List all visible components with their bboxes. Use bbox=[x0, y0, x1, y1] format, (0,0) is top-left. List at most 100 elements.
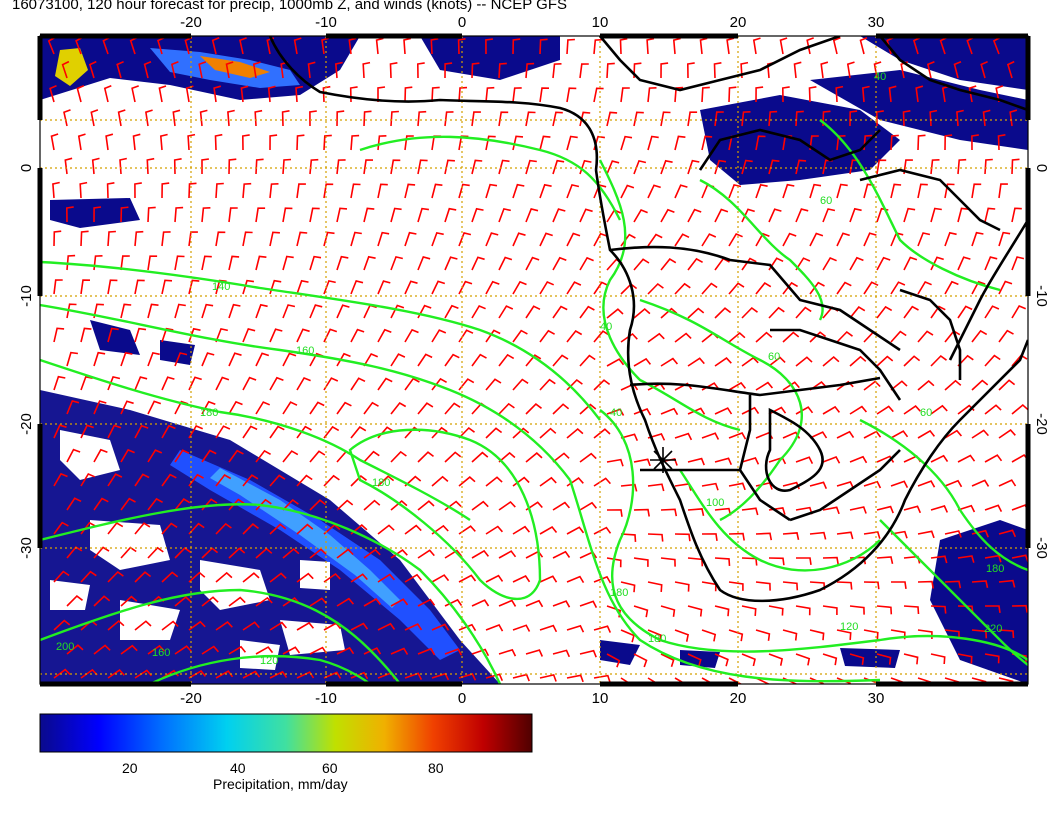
wind-barb bbox=[687, 257, 703, 271]
wind-barb bbox=[768, 605, 784, 616]
wind-barb bbox=[188, 571, 206, 583]
wind-barb bbox=[188, 522, 205, 535]
wind-barb bbox=[647, 677, 660, 684]
wind-barb bbox=[170, 61, 179, 79]
wind-barb bbox=[674, 382, 693, 391]
wind-barb bbox=[687, 111, 698, 127]
wind-barb bbox=[606, 160, 620, 175]
wind-barb bbox=[188, 473, 204, 487]
wind-barb bbox=[255, 547, 273, 559]
contour-east-1 bbox=[599, 409, 1028, 661]
wind-barb bbox=[66, 448, 81, 463]
wind-barb bbox=[782, 532, 800, 540]
wind-barb bbox=[215, 376, 230, 391]
precip-gulf bbox=[420, 36, 560, 80]
precip-west-small3 bbox=[160, 340, 195, 365]
wind-barb bbox=[593, 232, 608, 247]
wind-barb bbox=[296, 279, 309, 295]
wind-barb bbox=[687, 159, 700, 175]
wind-barb bbox=[201, 207, 211, 223]
wind-barb bbox=[930, 354, 947, 367]
contour-140 bbox=[40, 260, 601, 421]
wind-barb bbox=[228, 645, 247, 655]
wind-barb bbox=[93, 303, 104, 319]
wind-barb bbox=[390, 207, 402, 223]
wind-barb bbox=[80, 230, 89, 247]
wind-barb bbox=[930, 454, 949, 463]
wind-barb bbox=[525, 403, 542, 415]
wind-barb bbox=[498, 353, 515, 367]
wind-barb bbox=[47, 36, 56, 55]
wind-barb bbox=[269, 474, 286, 487]
wind-barb bbox=[145, 109, 153, 127]
wind-barb bbox=[768, 557, 785, 566]
wind-barb bbox=[362, 61, 371, 79]
wind-barb bbox=[876, 653, 892, 665]
wind-barb bbox=[336, 499, 354, 511]
wind-barb bbox=[485, 329, 501, 343]
wind-barb bbox=[755, 183, 768, 199]
wind-barb bbox=[485, 427, 503, 439]
wind-barb bbox=[579, 403, 597, 415]
wind-barb bbox=[309, 158, 319, 175]
wind-barb bbox=[1011, 158, 1020, 175]
wind-barb bbox=[971, 231, 984, 247]
wind-barb bbox=[485, 135, 496, 151]
wind-barb bbox=[161, 522, 178, 535]
contour-label: 40 bbox=[610, 407, 622, 419]
wind-barb bbox=[782, 281, 799, 295]
contour-label: 60 bbox=[768, 351, 780, 363]
wind-barb bbox=[728, 532, 745, 541]
wind-barb bbox=[782, 331, 800, 343]
wind-barb bbox=[660, 653, 675, 668]
wind-barb bbox=[876, 605, 893, 615]
wind-barb bbox=[64, 157, 73, 175]
wind-barb bbox=[295, 85, 304, 103]
wind-barb bbox=[404, 231, 417, 247]
wind-barb bbox=[296, 671, 315, 679]
wind-barb bbox=[188, 182, 197, 199]
wind-barb bbox=[998, 629, 1015, 639]
wind-barb bbox=[647, 433, 666, 441]
contour-160 bbox=[40, 303, 571, 481]
wind-barb bbox=[269, 183, 279, 199]
wind-barb bbox=[809, 431, 828, 439]
wind-barb bbox=[836, 330, 853, 343]
wind-barb bbox=[930, 404, 948, 415]
wind-barb bbox=[1011, 403, 1028, 415]
wind-barb bbox=[269, 231, 280, 247]
wind-barb bbox=[498, 256, 513, 271]
wind-barb bbox=[890, 530, 908, 539]
wind-barb bbox=[903, 207, 916, 223]
wind-barb bbox=[255, 207, 266, 223]
wind-barb bbox=[321, 37, 329, 55]
wind-barb bbox=[660, 508, 678, 517]
wind-barb bbox=[890, 430, 909, 439]
contour-label: 180 bbox=[610, 587, 628, 599]
wind-barb bbox=[525, 649, 544, 657]
wind-barb bbox=[1011, 207, 1022, 223]
wind-barb bbox=[822, 506, 840, 515]
wind-barb bbox=[228, 352, 242, 367]
wind-barb bbox=[822, 208, 836, 223]
wind-barb bbox=[606, 111, 618, 127]
wind-barb bbox=[741, 457, 760, 465]
wind-barb bbox=[944, 530, 962, 538]
wind-barb bbox=[336, 110, 345, 127]
wind-barb bbox=[93, 546, 110, 559]
wind-barb bbox=[984, 256, 998, 271]
wind-barb bbox=[188, 620, 206, 631]
wind-barb bbox=[242, 572, 260, 583]
wind-barb bbox=[512, 87, 522, 103]
wind-barb bbox=[269, 572, 287, 583]
wind-barb bbox=[404, 86, 413, 103]
wind-barb bbox=[820, 61, 829, 79]
wind-barb bbox=[404, 135, 414, 151]
wind-barb bbox=[633, 605, 649, 618]
wind-barb bbox=[147, 644, 165, 655]
wind-barb bbox=[863, 281, 879, 295]
wind-barb bbox=[336, 159, 346, 175]
wind-barb bbox=[269, 670, 288, 679]
wind-barb bbox=[255, 158, 264, 175]
wind-barb bbox=[699, 37, 708, 55]
